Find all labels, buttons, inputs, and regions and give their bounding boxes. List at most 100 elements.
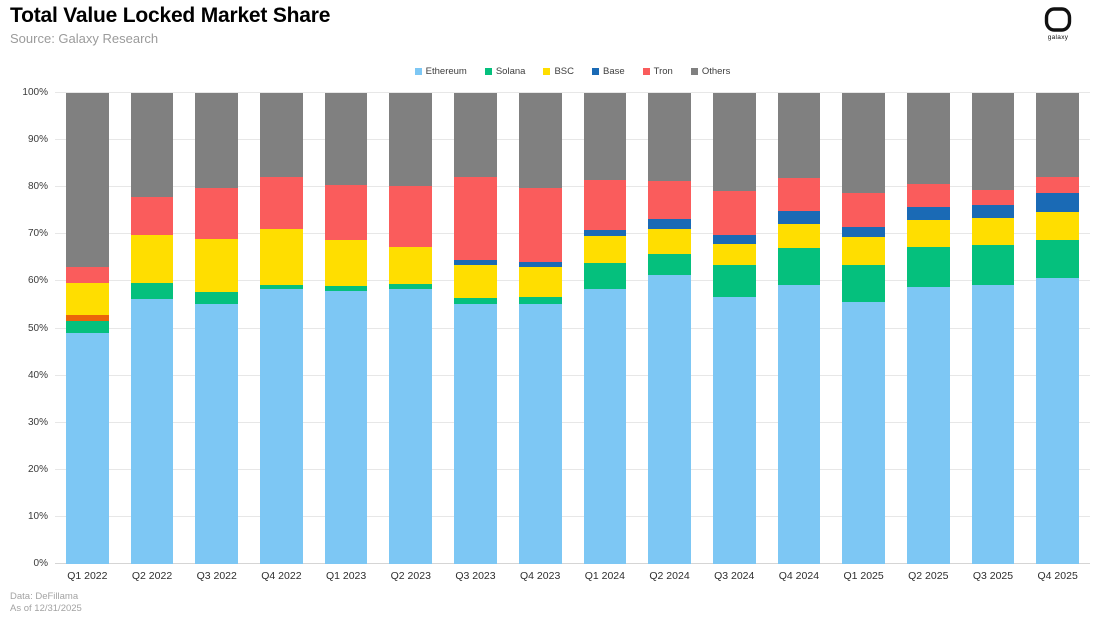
y-tick-100: 100%	[22, 87, 48, 98]
bar-segment-ethereum	[518, 304, 562, 564]
bar-segment-base	[583, 229, 627, 237]
bar-segment-solana	[518, 296, 562, 305]
bar-segment-solana	[648, 254, 691, 276]
bar-segment-ethereum	[389, 288, 433, 564]
bar-segment-ethereum	[583, 289, 627, 564]
y-tick-10: 10%	[27, 510, 48, 522]
bar-segment-tron	[130, 196, 174, 235]
x-tick-q3-2025: Q3 2025	[972, 570, 1014, 582]
bar-segment-tron	[648, 180, 691, 219]
grid-line-30	[55, 421, 1090, 423]
bar-segment-solana	[389, 283, 433, 289]
bar-slot-q3-2022	[184, 93, 249, 564]
bar-segment-others	[324, 93, 368, 185]
bar-segment-bsc	[260, 229, 303, 286]
x-tick-q3-2024: Q3 2024	[714, 570, 755, 582]
x-axis: Q1 2022 Q2 2022 Q3 2022 Q4 2022 Q1 2023 Q2 20…	[55, 570, 1090, 584]
y-tick-70: 70%	[27, 228, 48, 240]
bar-segment-base	[454, 259, 497, 265]
bar-segment-tron	[260, 177, 303, 230]
bar-slot-q3-2024	[702, 93, 767, 564]
y-tick-80: 80%	[27, 181, 48, 193]
bar-slot-q1-2023	[314, 93, 379, 564]
bar-segment-others	[66, 93, 109, 267]
legend-label-others: Others	[701, 65, 731, 77]
bar-segment-others	[583, 93, 627, 180]
y-tick-50: 50%	[27, 322, 48, 334]
bar-segment-ethereum	[260, 289, 303, 564]
bar-segment-others	[130, 93, 174, 197]
chart-source: Source: Galaxy Research	[10, 31, 159, 46]
bar-q3-2025	[971, 93, 1015, 564]
bar-segment-solana	[712, 265, 756, 298]
bar-slot-q4-2022	[249, 93, 314, 564]
legend-label-tron: Tron	[653, 65, 673, 77]
bar-q2-2024	[648, 93, 691, 564]
bar-q1-2025	[842, 93, 885, 564]
x-tick-q1-2023: Q1 2023	[325, 570, 367, 582]
bar-segment-others	[195, 93, 239, 189]
y-tick-40: 40%	[27, 369, 48, 381]
bar-segment-bsc	[324, 239, 368, 287]
bar-segment-tron	[906, 183, 950, 207]
y-tick-30: 30%	[27, 416, 48, 428]
bar-segment-tron	[66, 266, 109, 284]
footer-as-of: As of 12/31/2025	[10, 602, 82, 614]
legend-swatch-tron	[642, 67, 650, 75]
legend-label-ethereum: Ethereum	[425, 65, 467, 77]
bar-segment-solana	[454, 297, 497, 305]
bar-segment-tron	[777, 177, 821, 211]
bar-segment-ethereum	[130, 298, 174, 564]
bar-segment-others	[906, 93, 950, 184]
bar-segment-bsc	[195, 239, 239, 292]
bar-slot-q2-2023	[378, 93, 443, 564]
y-axis: 0% 10% 20% 30% 40% 50% 60% 70% 80% 90% 100%	[0, 87, 48, 569]
legend-swatch-ethereum	[414, 67, 422, 75]
bar-segment-ethereum	[777, 285, 821, 564]
x-tick-q4-2022: Q4 2022	[261, 570, 302, 582]
page-title: Total Value Locked Market Share	[10, 4, 331, 27]
legend-label-bsc: BSC	[554, 65, 574, 77]
x-tick-q2-2025: Q2 2025	[908, 570, 949, 582]
bar-segment-ethereum	[971, 285, 1015, 564]
galaxy-logo-icon	[1044, 7, 1072, 32]
grid-line-70	[55, 233, 1090, 235]
bar-segment-others	[971, 93, 1015, 190]
bar-segment-solana	[260, 285, 303, 290]
x-tick-q3-2023: Q3 2023	[455, 570, 496, 582]
bar-segment-others	[260, 93, 303, 178]
legend-item-base: Base	[591, 66, 625, 77]
bar-segment-ethereum	[712, 297, 756, 564]
bar-q2-2022	[130, 93, 174, 564]
bar-segment-others	[389, 93, 433, 186]
bar-slot-q3-2025	[961, 93, 1026, 564]
x-tick-q4-2023: Q4 2023	[520, 570, 561, 582]
bar-q1-2024	[583, 93, 627, 564]
bar-segment-others	[518, 93, 562, 189]
bar-segment-others	[1036, 93, 1079, 177]
x-tick-q1-2022: Q1 2022	[67, 570, 108, 582]
bar-q4-2024	[777, 93, 821, 564]
x-tick-q3-2022: Q3 2022	[196, 570, 237, 582]
galaxy-logo: galaxy	[1034, 7, 1082, 41]
bar-slot-q3-2023	[443, 93, 508, 564]
galaxy-logo-label: galaxy	[1047, 34, 1069, 41]
grid-line-60	[55, 280, 1090, 282]
bar-q3-2023	[454, 93, 497, 564]
bar-segment-bsc	[712, 244, 756, 266]
bar-q3-2024	[712, 93, 756, 564]
legend-swatch-base	[591, 67, 599, 75]
bar-segment-tron	[195, 188, 239, 240]
bar-slot-q2-2022	[120, 93, 185, 564]
bar-segment-solana	[195, 291, 239, 304]
x-tick-q2-2022: Q2 2022	[131, 570, 173, 582]
bar-slot-q1-2024	[573, 93, 638, 564]
bar-segment-tron	[583, 179, 627, 230]
bar-slot-q2-2025	[896, 93, 961, 564]
x-tick-q1-2025: Q1 2025	[843, 570, 884, 582]
y-tick-90: 90%	[27, 134, 48, 146]
bar-segment-solana	[906, 246, 950, 287]
bar-segment-tron	[971, 189, 1015, 206]
x-tick-q4-2025: Q4 2025	[1037, 570, 1078, 582]
bar-segment-bsc	[648, 228, 691, 255]
